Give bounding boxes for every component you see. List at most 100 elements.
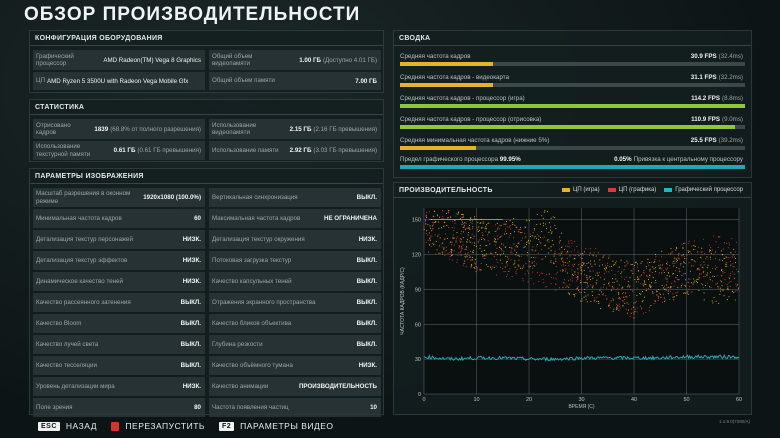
cpu-scatter-point	[611, 289, 613, 291]
cpu-scatter-point	[727, 289, 729, 291]
cpu-scatter-point	[476, 271, 478, 273]
cpu-scatter-point	[496, 247, 498, 249]
cpu-scatter-point	[471, 223, 473, 225]
cpu-scatter-point	[605, 295, 607, 297]
cpu-scatter-point	[732, 266, 734, 268]
setting-label: Детализация текстур персонажей	[36, 235, 133, 243]
cpu-scatter-point	[577, 272, 579, 274]
image-settings-panel: ПАРАМЕТРЫ ИЗОБРАЖЕНИЯ Масштаб разрешения…	[29, 168, 384, 417]
cpu-scatter-point	[511, 252, 513, 254]
cpu-scatter-point	[423, 225, 425, 227]
cpu-scatter-point	[639, 292, 641, 294]
cpu-scatter-point	[503, 271, 505, 273]
cpu-scatter-point	[582, 254, 584, 256]
cpu-scatter-point	[726, 257, 728, 259]
vram-use-label: Использование видеопамяти	[212, 121, 257, 136]
cpu-scatter-point	[495, 224, 497, 226]
cpu-scatter-point	[586, 301, 588, 303]
cpu-scatter-point	[555, 289, 557, 291]
cpu-scatter-point	[476, 227, 478, 229]
cpu-scatter-point	[661, 250, 663, 252]
restart-button[interactable]: ПЕРЕЗАПУСТИТЬ	[110, 421, 205, 431]
cpu-scatter-point	[711, 280, 713, 282]
cpu-scatter-point	[476, 261, 478, 263]
cpu-scatter-point	[612, 260, 614, 262]
video-settings-button[interactable]: F2 ПАРАМЕТРЫ ВИДЕО	[219, 421, 334, 431]
chart-legend: ЦП (игра) ЦП (графика) Графический проце…	[561, 187, 743, 193]
cpu-scatter-point	[485, 226, 487, 228]
cpu-scatter-point	[649, 284, 651, 286]
cpu-scatter-point	[634, 262, 636, 264]
cpu-scatter-point	[497, 254, 499, 256]
summary-label: Средняя частота кадров - процессор (игра…	[400, 95, 525, 102]
setting-cell: Качество рассеянного затенения ВЫКЛ.	[33, 293, 205, 312]
setting-label: Поле зрения	[36, 403, 73, 411]
setting-value: НЕ ОГРАНИЧЕНА	[323, 215, 377, 222]
cpu-scatter-point	[484, 228, 486, 230]
cpu-scatter-point	[729, 260, 731, 262]
cpu-scatter-point	[700, 283, 703, 285]
cpu-scatter-point	[466, 256, 468, 258]
cpu-scatter-point	[584, 288, 586, 290]
cpu-scatter-point	[712, 302, 714, 304]
legend-item-cpu-game: ЦП (игра)	[561, 187, 600, 193]
cpu-scatter-point	[691, 265, 693, 267]
cpu-scatter-point	[561, 264, 563, 266]
cpu-scatter-point	[736, 284, 738, 286]
cpu-scatter-point	[484, 230, 486, 232]
back-button[interactable]: ESC НАЗАД	[38, 421, 97, 431]
cpu-scatter-point	[670, 253, 672, 255]
setting-value: 1920x1080 (100.0%)	[143, 194, 201, 201]
cpu-scatter-point	[687, 278, 690, 280]
setting-cell: Масштаб разрешения в оконном режиме 1920x…	[33, 188, 205, 207]
cpu-scatter-point	[661, 268, 663, 270]
cpu-scatter-point	[514, 249, 516, 251]
cpu-scatter-point	[716, 275, 718, 277]
cpu-scatter-point	[465, 248, 467, 250]
gpu-cell: Графический процессор AMD Radeon(TM) Veg…	[33, 50, 205, 70]
cpu-scatter-point	[474, 263, 476, 265]
cpu-scatter-point	[621, 287, 623, 289]
cpu-scatter-point	[589, 279, 591, 281]
cpu-scatter-point	[485, 264, 487, 266]
cpu-scatter-point	[471, 228, 473, 230]
cpu-scatter-point	[676, 247, 678, 249]
cpu-scatter-point	[552, 244, 554, 246]
cpu-scatter-point	[707, 282, 709, 284]
cpu-scatter-point	[630, 263, 632, 266]
setting-value: ВЫКЛ.	[180, 299, 201, 306]
cpu-scatter-point	[451, 254, 454, 256]
cpu-scatter-point	[499, 266, 501, 268]
cpu-scatter-point	[653, 292, 655, 294]
cpu-scatter-point	[442, 217, 444, 219]
cpu-scatter-point	[618, 306, 620, 308]
cpu-scatter-point	[573, 263, 575, 265]
cpu-scatter-point	[611, 281, 614, 284]
cpu-scatter-point	[481, 237, 483, 239]
cpu-scatter-point	[564, 248, 566, 250]
cpu-scatter-point	[718, 302, 720, 304]
cpu-scatter-point	[722, 248, 724, 250]
cpu-scatter-point	[590, 300, 592, 303]
cpu-scatter-point	[460, 213, 462, 215]
cpu-scatter-point	[464, 248, 466, 250]
cpu-scatter-point	[717, 246, 719, 249]
cpu-scatter-point	[554, 224, 556, 226]
y-axis-label: ЧАСТОТА КАДРОВ (КАДР/С)	[400, 267, 406, 335]
cpu-scatter-point	[474, 217, 476, 219]
cpu-scatter-point	[596, 300, 598, 303]
cpu-scatter-point	[603, 255, 605, 257]
cpu-scatter-point	[508, 236, 510, 238]
setting-label: Качество капсульных теней	[212, 277, 292, 285]
cpu-scatter-point	[482, 256, 484, 258]
cpu-scatter-point	[453, 237, 455, 239]
cpu-scatter-point	[656, 294, 658, 296]
cpu-scatter-point	[543, 282, 545, 284]
cpu-scatter-point	[603, 284, 605, 286]
cpu-scatter-point	[669, 275, 671, 277]
cpu-scatter-point	[576, 287, 579, 289]
cpu-scatter-point	[649, 276, 651, 278]
cpu-scatter-point	[495, 265, 497, 267]
cpu-scatter-point	[530, 256, 532, 259]
cpu-scatter-point	[548, 252, 550, 254]
